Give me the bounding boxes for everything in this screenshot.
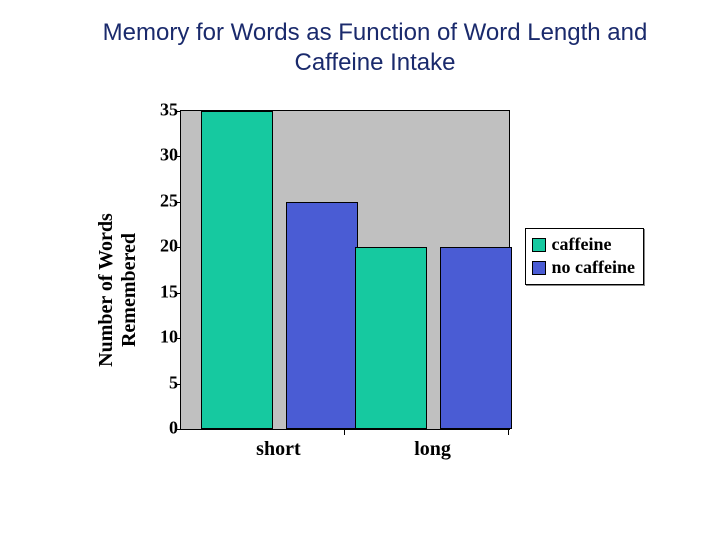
y-tick-mark <box>175 247 181 248</box>
legend-item: no caffeine <box>532 256 635 279</box>
legend-swatch <box>532 238 546 252</box>
x-axis-category-label: long <box>414 438 451 461</box>
y-tick-label: 25 <box>138 190 178 211</box>
y-tick-mark <box>175 384 181 385</box>
bar <box>440 247 512 429</box>
legend-label: caffeine <box>552 233 612 256</box>
y-axis-ticks: 05101520253035 <box>134 110 178 430</box>
y-tick-label: 10 <box>138 327 178 348</box>
x-axis-category-label: short <box>256 438 300 461</box>
legend-label: no caffeine <box>552 256 635 279</box>
y-tick-label: 15 <box>138 281 178 302</box>
y-tick-label: 20 <box>138 236 178 257</box>
legend: caffeineno caffeine <box>525 228 644 285</box>
y-tick-mark <box>175 293 181 294</box>
bar <box>286 202 358 429</box>
plot-area <box>180 110 510 430</box>
bar <box>201 111 273 429</box>
y-tick-label: 0 <box>138 418 178 439</box>
y-tick-label: 5 <box>138 372 178 393</box>
x-axis-labels: short long <box>180 430 510 470</box>
chart-title: Memory for Words as Function of Word Len… <box>90 18 660 78</box>
y-tick-mark <box>175 338 181 339</box>
bar <box>355 247 427 429</box>
legend-item: caffeine <box>532 233 635 256</box>
chart-container: Number of Words Remembered 0510152025303… <box>80 110 640 470</box>
legend-swatch <box>532 261 546 275</box>
y-tick-label: 30 <box>138 145 178 166</box>
y-tick-label: 35 <box>138 100 178 121</box>
y-tick-mark <box>175 202 181 203</box>
y-tick-mark <box>175 156 181 157</box>
y-tick-mark <box>175 111 181 112</box>
